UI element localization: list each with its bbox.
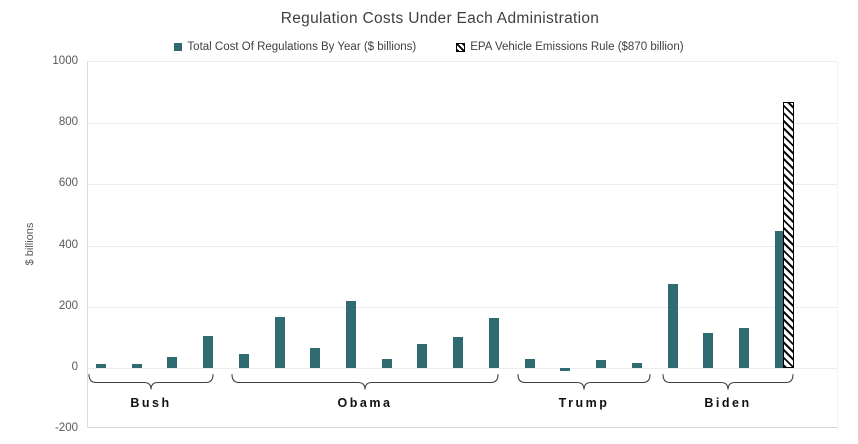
hatched-square-icon bbox=[456, 42, 466, 52]
y-tick-label: -200 bbox=[54, 422, 78, 435]
group-label-biden: Biden bbox=[704, 396, 752, 410]
y-tick-label: 1000 bbox=[52, 55, 78, 67]
y-tick-label: 0 bbox=[71, 361, 78, 373]
plot-area bbox=[87, 61, 838, 428]
legend-label: Total Cost Of Regulations By Year ($ bil… bbox=[187, 41, 417, 53]
total-cost-bar bbox=[274, 316, 285, 368]
total-cost-bar bbox=[131, 364, 142, 368]
total-cost-bar bbox=[381, 358, 392, 368]
epa-emissions-rule-bar bbox=[783, 101, 795, 368]
group-label-obama: Obama bbox=[337, 396, 393, 410]
total-cost-bar bbox=[596, 359, 607, 368]
h-gridline bbox=[88, 184, 837, 186]
group-label-bush: Bush bbox=[130, 396, 172, 410]
total-cost-bar bbox=[560, 368, 571, 372]
y-tick-label: 400 bbox=[58, 238, 78, 251]
h-gridline bbox=[88, 123, 837, 125]
h-gridline bbox=[88, 306, 837, 308]
total-cost-bar bbox=[417, 343, 428, 368]
group-label-trump: Trump bbox=[558, 396, 610, 410]
total-cost-bar bbox=[774, 230, 785, 368]
h-gridline bbox=[88, 245, 837, 247]
total-cost-bar bbox=[631, 363, 642, 368]
total-cost-bar bbox=[310, 348, 321, 368]
total-cost-bar bbox=[667, 283, 678, 368]
legend: Total Cost Of Regulations By Year ($ bil… bbox=[0, 41, 858, 53]
total-cost-bar bbox=[96, 364, 106, 368]
teal-square-icon bbox=[174, 43, 183, 51]
total-cost-bar bbox=[488, 318, 499, 368]
y-tick-label: 800 bbox=[58, 116, 78, 129]
h-gridline bbox=[88, 368, 837, 369]
total-cost-bar bbox=[738, 328, 749, 368]
total-cost-bar bbox=[167, 356, 178, 368]
total-cost-bar bbox=[524, 358, 535, 368]
legend-item-epa-rule: EPA Vehicle Emissions Rule ($870 billion… bbox=[456, 41, 684, 53]
y-tick-label: 200 bbox=[58, 299, 78, 312]
total-cost-bar bbox=[453, 337, 464, 368]
total-cost-bar bbox=[203, 335, 214, 368]
total-cost-bar bbox=[346, 300, 357, 368]
chart-title: Regulation Costs Under Each Administrati… bbox=[280, 10, 600, 27]
total-cost-bar bbox=[703, 332, 714, 368]
legend-item-total-cost: Total Cost Of Regulations By Year ($ bil… bbox=[174, 41, 416, 53]
y-tick-label: 600 bbox=[58, 177, 78, 190]
legend-label: EPA Vehicle Emissions Rule ($870 billion… bbox=[470, 41, 684, 53]
total-cost-bar bbox=[238, 353, 249, 368]
